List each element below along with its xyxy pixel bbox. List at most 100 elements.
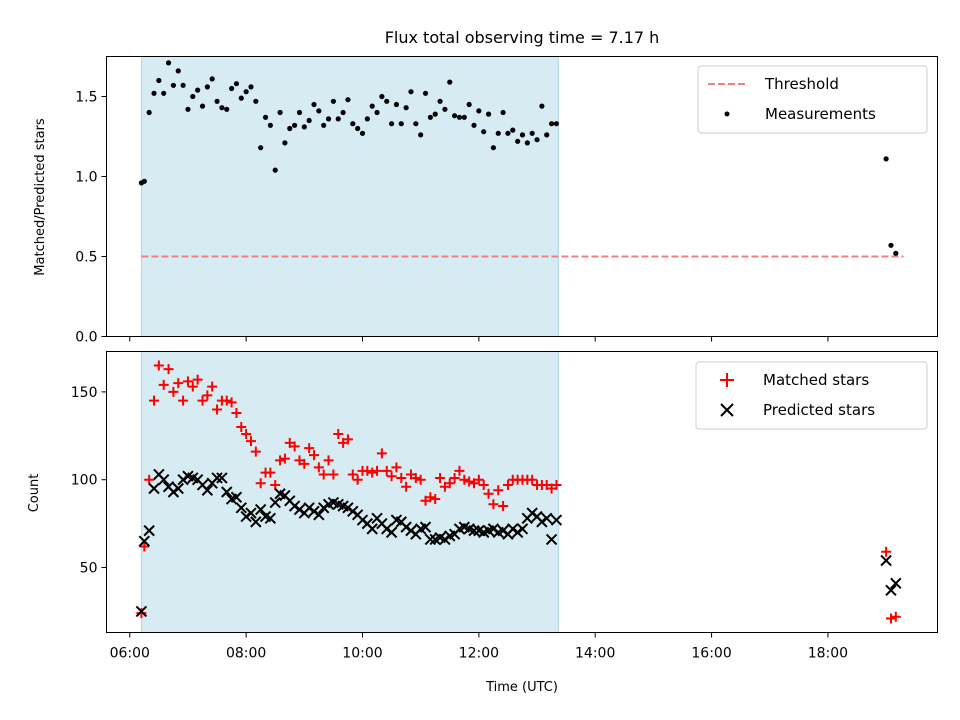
measurement-point xyxy=(495,130,501,136)
predicted-star-point xyxy=(216,472,228,484)
measurement-point xyxy=(893,250,899,256)
measurement-point xyxy=(209,76,215,82)
measurement-point xyxy=(422,90,429,96)
matched-star-point xyxy=(425,492,436,503)
measurement-point xyxy=(398,121,404,127)
matched-star-point xyxy=(444,478,455,489)
matched-star-point xyxy=(187,381,198,392)
measurement-point xyxy=(199,103,206,109)
measurement-point xyxy=(359,130,366,136)
measurement-point xyxy=(413,121,419,127)
shaded-region xyxy=(140,351,559,633)
measurement-point xyxy=(471,122,477,128)
measurement-point xyxy=(447,79,453,85)
matched-star-point xyxy=(478,479,489,490)
matched-star-point xyxy=(144,474,155,485)
matched-star-point xyxy=(502,479,513,490)
matched-star-point xyxy=(367,467,378,478)
measurement-point xyxy=(355,125,361,132)
predicted-star-point xyxy=(245,507,257,519)
measurement-point xyxy=(452,113,458,119)
measurement-point xyxy=(272,167,278,173)
top-axes-frame xyxy=(106,56,938,337)
measurement-point xyxy=(364,116,370,122)
measurement-point xyxy=(253,98,259,104)
measurement-point xyxy=(340,109,346,116)
y-tick-label: 1.5 xyxy=(75,90,97,106)
matched-star-point xyxy=(207,381,218,392)
matched-star-point xyxy=(415,474,426,485)
matched-star-point xyxy=(202,390,213,401)
measurement-point xyxy=(505,130,511,136)
legend-measurements-swatch xyxy=(724,111,730,117)
shaded-region xyxy=(140,56,559,337)
predicted-star-point xyxy=(890,577,902,590)
measurement-point xyxy=(185,106,191,112)
measurement-point xyxy=(156,77,162,84)
measurement-point xyxy=(267,122,273,128)
matched-star-point xyxy=(527,474,538,485)
measurement-point xyxy=(214,98,220,104)
measurement-point xyxy=(403,105,409,111)
matched-star-point xyxy=(173,378,184,389)
measurement-point xyxy=(180,82,186,88)
predicted-star-point xyxy=(172,482,184,495)
measurement-point xyxy=(553,121,560,127)
matched-star-point xyxy=(347,469,358,480)
predicted-star-point xyxy=(419,521,432,533)
measurement-point xyxy=(306,117,312,124)
measurement-point xyxy=(325,116,332,122)
measurement-point xyxy=(190,93,196,100)
predicted-star-point xyxy=(148,482,160,495)
matched-star-point xyxy=(136,608,147,619)
matched-star-point xyxy=(430,494,441,505)
matched-star-point xyxy=(153,360,164,371)
matched-star-point xyxy=(309,450,320,461)
matched-star-point xyxy=(212,404,223,415)
measurement-point xyxy=(316,108,322,114)
matched-star-point xyxy=(139,541,150,552)
measurement-point xyxy=(301,124,307,130)
matched-star-point xyxy=(226,397,237,408)
measurement-point xyxy=(204,84,210,90)
predicted-star-point xyxy=(211,472,223,484)
x-tick-label: 16:00 xyxy=(691,646,731,662)
predicted-star-point xyxy=(516,523,529,535)
matched-star-point xyxy=(158,379,169,390)
legend-label-predicted: Predicted stars xyxy=(763,401,875,419)
matched-star-point xyxy=(464,476,475,487)
measurement-point xyxy=(282,140,288,146)
predicted-star-point xyxy=(221,486,233,498)
predicted-star-point xyxy=(366,523,378,535)
predicted-star-point xyxy=(230,491,243,503)
predicted-star-point xyxy=(880,554,892,567)
x-axis-label: Time (UTC) xyxy=(485,680,558,695)
measurement-point xyxy=(529,130,535,136)
measurement-point xyxy=(515,138,521,144)
predicted-star-point xyxy=(313,509,325,521)
measurement-point xyxy=(510,127,516,133)
measurement-point xyxy=(335,116,341,122)
matched-star-point xyxy=(304,443,315,454)
measurement-point xyxy=(321,122,327,128)
top-y-ticks: 0.0 0.5 1.0 1.5 xyxy=(75,90,107,346)
measurement-point xyxy=(330,98,337,104)
measurement-point xyxy=(466,101,472,108)
measurement-point xyxy=(248,84,254,90)
matched-star-point xyxy=(391,462,402,473)
measurement-point xyxy=(476,108,482,114)
top-axes: Flux total observing time = 7.17 h Match… xyxy=(33,28,938,346)
measurement-point xyxy=(519,132,526,138)
measurement-point xyxy=(437,98,443,104)
measurement-point xyxy=(311,101,317,108)
measurement-point xyxy=(219,105,225,111)
matched-star-point xyxy=(178,395,189,406)
predicted-star-point xyxy=(201,484,214,496)
predicted-star-point xyxy=(143,524,155,537)
matched-star-point xyxy=(197,395,208,406)
bottom-data-marks xyxy=(135,360,902,624)
matched-star-point xyxy=(231,407,242,418)
matched-star-point xyxy=(386,471,397,482)
matched-star-point xyxy=(168,386,179,397)
predicted-star-point xyxy=(385,526,398,539)
